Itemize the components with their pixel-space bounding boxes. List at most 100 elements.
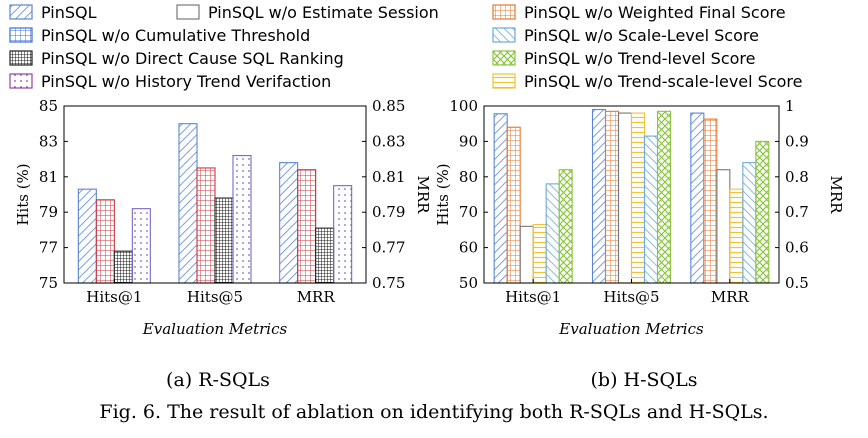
y-tick-label: 50	[459, 274, 478, 292]
bar	[506, 126, 521, 284]
legend-label: PinSQL w/o Direct Cause SQL Ranking	[41, 49, 344, 68]
legend-label: PinSQL w/o Scale-Level Score	[524, 26, 759, 45]
legend-label: PinSQL w/o Trend-level Score	[524, 49, 756, 68]
x-tick-label: Hits@1	[86, 288, 142, 306]
legend-item: PinSQL w/o History Trend Verifaction	[9, 72, 331, 91]
y2-axis-label: MRR	[827, 176, 845, 215]
legend-item: PinSQL w/o Scale-Level Score	[492, 26, 759, 45]
x-axis-label: Evaluation Metrics	[142, 320, 288, 338]
subtitle-b: (b) H-SQLs	[591, 369, 698, 391]
bar	[545, 183, 560, 284]
y-tick-label: 100	[449, 97, 478, 115]
y-tick-label: 77	[39, 239, 58, 257]
legend-swatch	[9, 50, 33, 66]
subtitle-a: (a) R-SQLs	[166, 369, 270, 391]
y2-tick-label: 0.77	[372, 239, 405, 257]
y2-tick-label: 0.5	[785, 274, 809, 292]
y2-axis-label: MRR	[414, 176, 432, 215]
legend-item: PinSQL w/o Cumulative Threshold	[9, 26, 310, 45]
legend-label: PinSQL w/o Weighted Final Score	[524, 3, 786, 22]
legend-item: PinSQL w/o Weighted Final Score	[492, 3, 786, 22]
bar	[232, 155, 252, 284]
figure-caption: Fig. 6. The result of ablation on identi…	[99, 401, 768, 423]
x-tick-label: Hits@1	[505, 288, 561, 306]
bar	[131, 208, 151, 284]
legend-swatch	[492, 50, 516, 66]
legend-swatch	[492, 27, 516, 43]
bar	[703, 118, 718, 284]
y-axis-label: Hits (%)	[14, 163, 32, 225]
x-tick-label: Hits@5	[603, 288, 659, 306]
bar	[279, 162, 299, 284]
y2-tick-label: 0.6	[785, 239, 809, 257]
bar	[656, 110, 672, 284]
legend-item: PinSQL w/o Direct Cause SQL Ranking	[9, 49, 344, 68]
legend-swatch	[9, 27, 33, 43]
bar	[493, 113, 508, 284]
bar	[519, 225, 534, 284]
y-tick-label: 85	[39, 97, 58, 115]
bar	[196, 167, 216, 284]
legend-swatch	[9, 73, 33, 89]
legend-item: PinSQL w/o Trend-level Score	[492, 49, 756, 68]
y2-tick-label: 0.7	[785, 203, 809, 221]
bar	[716, 169, 731, 284]
y2-tick-label: 0.85	[372, 97, 405, 115]
legend-label: PinSQL w/o Cumulative Threshold	[41, 26, 310, 45]
legend-label: PinSQL w/o History Trend Verifaction	[41, 72, 331, 91]
bar	[617, 112, 633, 284]
y-tick-label: 79	[39, 203, 58, 221]
bar	[178, 123, 198, 284]
bar	[755, 140, 770, 284]
bar	[297, 169, 317, 284]
bar	[315, 227, 335, 284]
chart-h-sqls: 50 60 70 80 90 100 0.5 0.6 0.7 0.8 0.9 1 Hits@1 Hits@…	[434, 97, 845, 338]
bar	[558, 169, 573, 284]
x-tick-label: Hits@5	[187, 288, 243, 306]
plot-frame	[483, 105, 780, 284]
bar	[591, 108, 607, 284]
y-tick-label: 81	[39, 168, 58, 186]
bar	[95, 199, 115, 284]
y2-tick-label: 0.9	[785, 132, 809, 150]
bar	[643, 135, 659, 284]
bar	[333, 185, 353, 284]
bar	[113, 250, 133, 284]
y2-tick-label: 1	[785, 97, 795, 115]
legend-swatch	[9, 4, 33, 20]
bar	[742, 162, 757, 284]
legend-item: PinSQL w/o Trend-scale-level Score	[492, 72, 803, 91]
x-tick-label: MRR	[711, 288, 750, 306]
legend-item: PinSQL	[9, 3, 97, 22]
y-tick-label: 60	[459, 239, 478, 257]
y-tick-label: 83	[39, 132, 58, 150]
legend-swatch	[492, 73, 516, 89]
bar	[729, 188, 744, 284]
y-axis-label: Hits (%)	[434, 163, 452, 225]
chart-r-sqls: 75 77 79 81 83 85 0.75 0.77 0.79 0.81 0.83 0.85 Hits…	[14, 97, 432, 338]
y2-tick-label: 0.83	[372, 132, 405, 150]
y2-tick-label: 0.81	[372, 168, 405, 186]
bar	[630, 112, 646, 284]
x-tick-label: MRR	[297, 288, 336, 306]
bar	[532, 224, 547, 284]
y-tick-label: 75	[39, 274, 58, 292]
y-tick-label: 80	[459, 168, 478, 186]
plot-frame	[63, 105, 367, 284]
x-axis-label: Evaluation Metrics	[558, 320, 704, 338]
legend: PinSQL PinSQL w/o Estimate Session PinSQL …	[9, 3, 803, 91]
legend-label: PinSQL w/o Estimate Session	[208, 3, 439, 22]
y2-tick-label: 0.79	[372, 203, 405, 221]
bar	[690, 112, 705, 284]
bar	[604, 110, 620, 284]
legend-label: PinSQL	[41, 3, 97, 22]
legend-label: PinSQL w/o Trend-scale-level Score	[524, 72, 803, 91]
bar	[77, 188, 97, 284]
y-tick-label: 70	[459, 203, 478, 221]
y2-tick-label: 0.8	[785, 168, 809, 186]
y2-tick-label: 0.75	[372, 274, 405, 292]
bar	[214, 197, 234, 284]
legend-swatch	[492, 4, 516, 20]
legend-swatch	[176, 4, 200, 20]
